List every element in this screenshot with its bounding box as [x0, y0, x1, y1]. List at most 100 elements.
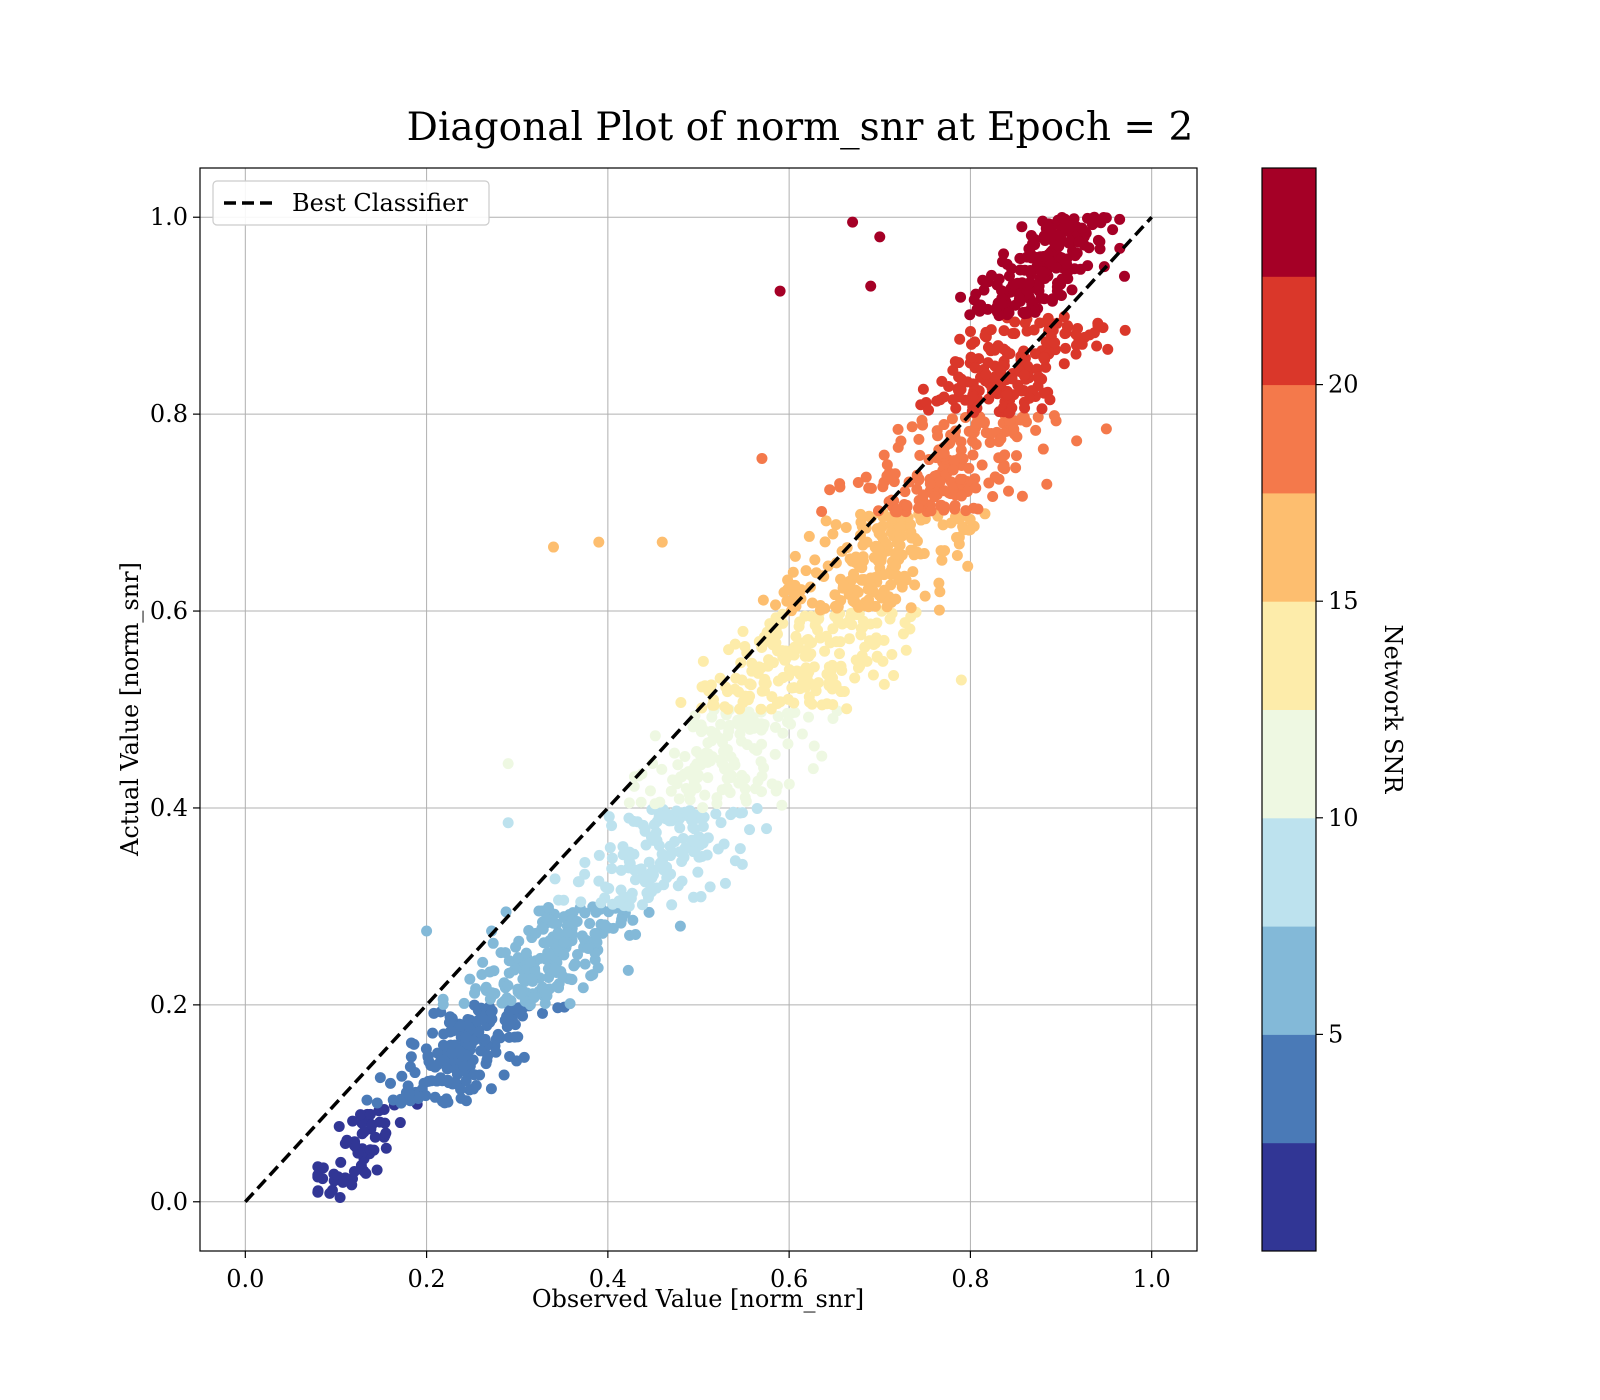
scatter-point: [824, 637, 836, 649]
scatter-point: [695, 890, 707, 902]
scatter-point: [803, 711, 815, 723]
scatter-point: [1029, 348, 1041, 360]
scatter-point: [697, 655, 709, 667]
scatter-point: [756, 685, 768, 697]
scatter-point: [603, 883, 615, 895]
colorbar-segment: [1262, 817, 1316, 927]
scatter-point: [1006, 373, 1018, 385]
scatter-point: [860, 471, 872, 483]
scatter-point: [687, 721, 699, 733]
scatter-point: [745, 679, 757, 691]
scatter-point: [748, 743, 760, 755]
scatter-point: [932, 430, 944, 442]
scatter-point: [1102, 343, 1114, 355]
scatter-point: [948, 455, 960, 467]
scatter-point: [933, 577, 945, 589]
scatter-point: [524, 999, 536, 1011]
scatter-point: [364, 1108, 376, 1120]
scatter-point: [970, 439, 982, 451]
scatter-point: [1071, 435, 1083, 447]
scatter-point: [465, 1039, 477, 1051]
scatter-point: [757, 722, 769, 734]
scatter-point: [1029, 234, 1041, 246]
scatter-point: [951, 532, 963, 544]
scatter-point: [454, 1045, 466, 1057]
scatter-point: [917, 419, 929, 431]
scatter-point: [689, 823, 701, 835]
scatter-point: [547, 917, 559, 929]
scatter-point: [939, 545, 951, 557]
y-tick-label: 0.8: [150, 400, 188, 428]
colorbar-tick-label: 20: [1328, 371, 1359, 399]
scatter-point: [783, 778, 795, 790]
scatter-point: [337, 1176, 349, 1188]
scatter-point: [911, 546, 923, 558]
scatter-point: [643, 906, 655, 918]
scatter-point: [676, 875, 688, 887]
scatter-point: [721, 782, 733, 794]
scatter-point: [697, 821, 709, 833]
scatter-point: [1076, 222, 1088, 234]
scatter-point: [542, 936, 554, 948]
scatter-point: [736, 769, 748, 781]
scatter-point: [341, 1134, 353, 1146]
scatter-point: [572, 949, 584, 961]
scatter-point: [384, 1077, 396, 1089]
scatter-point: [917, 383, 929, 395]
scatter-point: [1019, 402, 1031, 414]
scatter-point: [679, 842, 691, 854]
scatter-point: [674, 822, 686, 834]
scatter-point: [346, 1179, 358, 1191]
colorbar-segment: [1262, 492, 1316, 602]
scatter-point: [326, 1184, 338, 1196]
scatter-point: [675, 697, 687, 709]
scatter-point: [841, 703, 853, 715]
scatter-point: [878, 678, 890, 690]
scatter-point: [800, 681, 812, 693]
scatter-point: [986, 382, 998, 394]
scatter-point: [821, 698, 833, 710]
scatter-point: [518, 1051, 530, 1063]
scatter-point: [699, 789, 711, 801]
scatter-point: [906, 532, 918, 544]
scatter-point: [668, 747, 680, 759]
scatter-point: [702, 832, 714, 844]
scatter-point: [1082, 260, 1094, 272]
y-tick-label: 0.4: [150, 794, 188, 822]
scatter-point: [510, 1003, 522, 1015]
scatter-point: [464, 973, 476, 985]
scatter-point: [947, 394, 959, 406]
scatter-point: [1098, 211, 1110, 223]
scatter-point: [777, 672, 789, 684]
scatter-point: [816, 506, 828, 518]
scatter-point: [485, 1083, 497, 1095]
scatter-point: [435, 1054, 447, 1066]
scatter-point: [1003, 407, 1015, 419]
scatter-point: [964, 524, 976, 536]
scatter-point: [723, 644, 735, 656]
x-tick-label: 0.0: [226, 1265, 264, 1293]
scatter-point: [650, 826, 662, 838]
scatter-point: [421, 925, 433, 937]
scatter-point: [793, 636, 805, 648]
scatter-point: [335, 1156, 347, 1168]
scatter-point: [536, 1007, 548, 1019]
scatter-point: [547, 541, 559, 553]
scatter-point: [1070, 328, 1082, 340]
scatter-point: [806, 637, 818, 649]
scatter-point: [590, 906, 602, 918]
scatter-point: [371, 1097, 383, 1109]
scatter-point: [1073, 236, 1085, 248]
scatter-point: [1037, 266, 1049, 278]
scatter-point: [852, 476, 864, 488]
scatter-point: [467, 1083, 479, 1095]
scatter-point: [1030, 424, 1042, 436]
scatter-point: [669, 836, 681, 848]
scatter-point: [396, 1070, 408, 1082]
scatter-point: [891, 546, 903, 558]
scatter-point: [1044, 394, 1056, 406]
scatter-point: [881, 470, 893, 482]
scatter-point: [533, 905, 545, 917]
scatter-point: [479, 1033, 491, 1045]
scatter-point: [813, 677, 825, 689]
